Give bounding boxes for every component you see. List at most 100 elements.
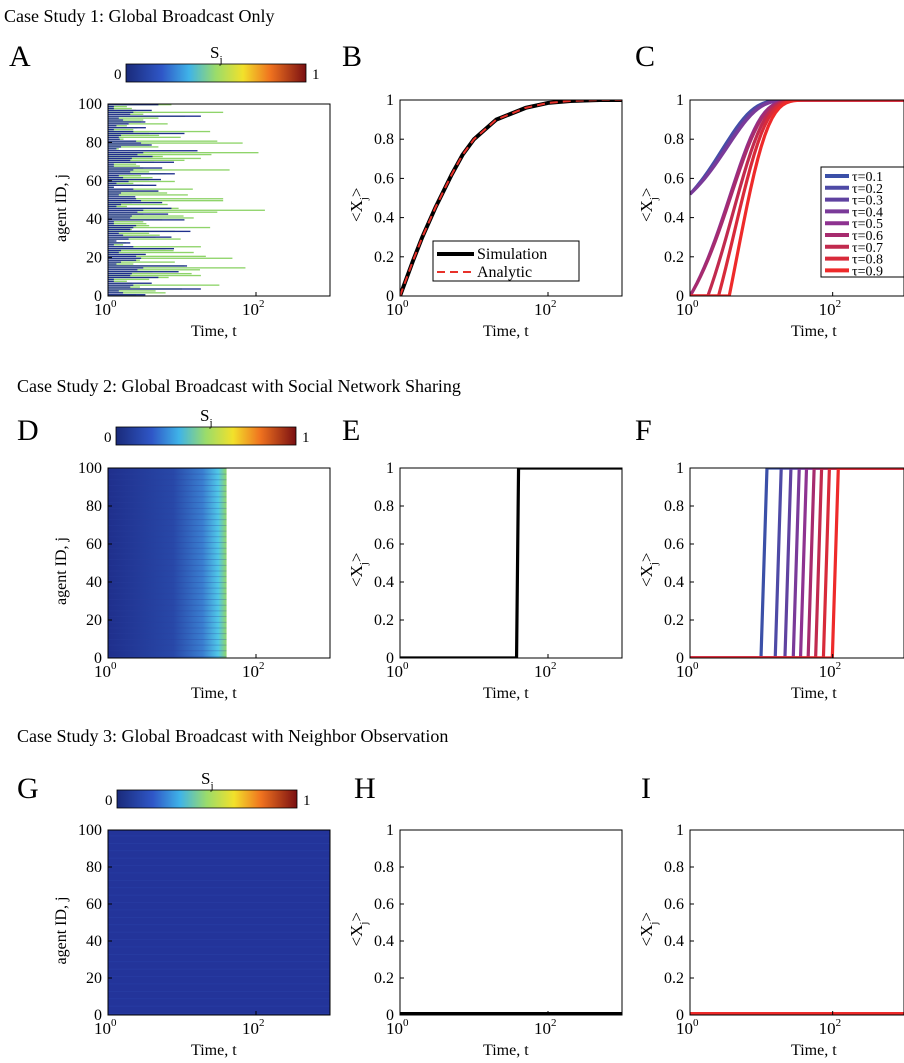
case-title-1: Case Study 1: Global Broadcast Only <box>4 6 274 26</box>
y-tick-label: 0 <box>94 1007 102 1024</box>
heatmap-row-blue <box>108 280 114 282</box>
heatmap-row-blue <box>108 132 185 135</box>
heatmap-row-blue <box>108 176 124 179</box>
heatmap-row-blue <box>108 284 134 286</box>
x-axis-label: Time, t <box>791 323 837 340</box>
heatmap-row-blue <box>108 240 117 242</box>
heatmap-row-blue <box>108 159 131 162</box>
heatmap-row-blue <box>108 253 146 256</box>
y-tick-label: 100 <box>78 822 102 839</box>
x-tick-exponent: 0 <box>693 660 699 672</box>
heatmap-row-stripe <box>108 593 227 595</box>
heatmap-row-blue <box>108 121 146 123</box>
heatmap-row-blue <box>108 111 134 114</box>
heatmap-row-blue <box>108 184 157 186</box>
heatmap-row-green <box>108 180 175 183</box>
heatmap-row-green <box>108 200 224 202</box>
heatmap-row-stripe <box>108 490 227 492</box>
y-tick-label: 40 <box>86 574 102 591</box>
heatmap-row-blue <box>108 150 198 152</box>
heatmap-row-stripe <box>108 887 330 889</box>
y-tick-label: 0 <box>94 650 102 667</box>
heatmap-row-blue <box>108 107 114 110</box>
y-tick-label: 0.6 <box>374 896 394 913</box>
heatmap-row-blue <box>108 165 114 167</box>
heatmap-row-green <box>108 146 159 148</box>
heatmap-row-green <box>108 257 233 259</box>
legend: τ=0.1τ=0.2τ=0.3τ=0.4τ=0.5τ=0.6τ=0.7τ=0.8… <box>820 166 904 279</box>
x-tick-exponent: 0 <box>403 1017 409 1029</box>
heatmap-row-blue <box>108 119 124 121</box>
heatmap-row-blue <box>108 146 122 148</box>
heatmap-row-green <box>108 130 211 133</box>
axes-frame <box>399 467 623 659</box>
panel-letter-f: F <box>635 414 652 447</box>
y-axis-label: <Xj> <box>347 912 370 947</box>
heatmap-row-blue <box>108 163 114 165</box>
heatmap-row-green <box>108 217 194 219</box>
heatmap-row-stripe <box>108 983 330 985</box>
heatmap-row-stripe <box>108 850 330 852</box>
y-tick-label: 0.4 <box>374 933 394 950</box>
heatmap-row-stripe <box>108 525 227 526</box>
legend-label: τ=0.7 <box>852 241 883 256</box>
y-axis-label: <Xj> <box>637 552 660 587</box>
heatmap-row-stripe <box>108 621 227 623</box>
heatmap-row-green <box>108 203 168 206</box>
heatmap-row-blue <box>108 153 138 156</box>
heatmap-row-blue <box>108 205 117 208</box>
heatmap-row-blue <box>108 244 114 246</box>
x-tick-exponent: 2 <box>259 660 265 672</box>
y-tick-label: 0.4 <box>664 933 684 950</box>
heatmap-row-blue <box>108 221 114 223</box>
plot-area <box>400 468 622 658</box>
heatmap-row-blue <box>108 117 119 119</box>
panel-letter-g: G <box>17 772 39 805</box>
x-tick-exponent: 2 <box>836 1017 842 1029</box>
heatmap-row-stripe <box>108 835 330 837</box>
y-tick-label: 0.2 <box>664 249 684 266</box>
x-tick-label: 102 <box>534 1017 557 1038</box>
colorbar-title: Sj <box>210 43 223 66</box>
heatmap-row-green <box>108 134 160 137</box>
y-tick-label: 0 <box>676 288 684 305</box>
x-axis-label: Time, t <box>483 685 529 702</box>
y-tick-label: 0.6 <box>374 536 394 553</box>
heatmap-row-stripe <box>108 998 330 1000</box>
heatmap-row-stripe <box>108 547 227 549</box>
x-tick-exponent: 2 <box>551 298 557 310</box>
y-tick-label: 0.6 <box>664 170 684 187</box>
series-line-step <box>400 468 622 658</box>
legend-label: τ=0.8 <box>852 253 883 268</box>
heatmap-row-blue <box>108 223 114 225</box>
y-tick-label: 0.8 <box>664 859 684 876</box>
legend-label: τ=0.6 <box>852 229 883 244</box>
colorbar-title-subscript: j <box>218 54 222 66</box>
y-axis-label-close: > <box>637 552 656 562</box>
heatmap-row-blue <box>108 263 117 265</box>
heatmap-row-stripe <box>108 879 330 881</box>
x-tick-exponent: 2 <box>836 660 842 672</box>
heatmap-row-green <box>108 263 134 265</box>
heatmap-row-green <box>108 284 220 286</box>
heatmap-row-blue <box>108 290 119 292</box>
heatmap-row-green <box>108 111 224 114</box>
colorbar-max-label: 1 <box>302 430 310 446</box>
x-tick-label: 102 <box>242 298 265 319</box>
heatmap-row-green <box>108 274 201 277</box>
legend-label: τ=0.9 <box>852 264 883 279</box>
y-axis-label-subscript: j <box>648 562 660 566</box>
heatmap-row-green <box>108 255 206 258</box>
heatmap-row-green <box>108 152 259 154</box>
heatmap-row-blue <box>108 175 119 177</box>
heatmap-row-blue <box>108 182 117 185</box>
y-tick-label: 1 <box>386 822 394 839</box>
heatmap-row-stripe <box>108 559 227 560</box>
heatmap-fill <box>108 468 227 658</box>
series-line-step <box>690 468 904 658</box>
colorbar-gradient <box>125 63 307 83</box>
heatmap-row-blue <box>108 200 142 202</box>
y-axis-label-close: > <box>637 912 656 922</box>
